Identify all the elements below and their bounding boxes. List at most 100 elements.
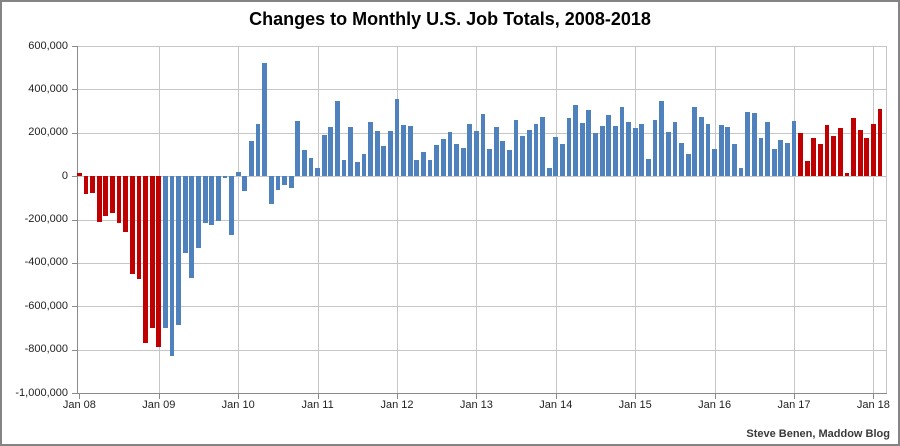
h-gridline xyxy=(77,349,887,351)
bar-2008-02 xyxy=(83,176,89,195)
x-tick-mark xyxy=(635,394,637,399)
x-axis-label: Jan 16 xyxy=(698,399,732,411)
h-gridline xyxy=(77,176,887,178)
bar-2015-06 xyxy=(665,131,671,177)
bar-2015-04 xyxy=(652,119,658,177)
x-tick-mark xyxy=(555,394,557,399)
x-axis-label: Jan 14 xyxy=(539,399,573,411)
bar-2017-03 xyxy=(804,160,810,177)
v-gridline xyxy=(794,46,795,393)
x-axis-label: Jan 17 xyxy=(777,399,811,411)
x-axis-label: Jan 13 xyxy=(459,399,493,411)
bar-2010-05 xyxy=(262,63,268,177)
bar-2012-11 xyxy=(460,147,466,177)
bar-2011-09 xyxy=(368,121,373,177)
bar-2012-12 xyxy=(467,124,473,177)
bar-2015-07 xyxy=(672,121,678,177)
bar-2015-11 xyxy=(698,116,704,177)
bar-2013-03 xyxy=(487,149,493,177)
bar-2016-01 xyxy=(712,149,717,177)
bar-2013-04 xyxy=(493,127,499,177)
bar-2009-06 xyxy=(189,176,195,278)
y-axis-label: 400,000 xyxy=(28,82,68,95)
bar-2009-05 xyxy=(182,176,188,254)
h-gridline xyxy=(77,306,887,308)
y-axis-label: 200,000 xyxy=(28,126,68,139)
bar-2014-08 xyxy=(599,126,605,177)
bar-2011-01 xyxy=(315,167,320,177)
bar-2010-09 xyxy=(288,176,294,188)
bar-2013-10 xyxy=(533,124,539,177)
bar-2010-04 xyxy=(255,124,261,177)
bar-2015-08 xyxy=(679,142,684,177)
bar-2017-04 xyxy=(811,138,817,177)
bar-2008-04 xyxy=(96,176,102,222)
bar-2010-02 xyxy=(242,176,248,192)
bar-2016-11 xyxy=(778,140,784,177)
bar-2009-12 xyxy=(229,176,234,235)
bar-2009-04 xyxy=(176,176,182,325)
bar-2010-10 xyxy=(295,120,301,177)
v-gridline xyxy=(714,46,716,393)
bar-2014-12 xyxy=(626,121,631,177)
bar-2015-12 xyxy=(705,124,711,177)
bar-2013-06 xyxy=(507,150,512,177)
y-tick-mark xyxy=(72,219,77,221)
bar-2009-10 xyxy=(215,176,221,221)
x-tick-mark xyxy=(238,394,240,399)
bar-2017-08 xyxy=(837,128,843,177)
x-axis-label: Jan 18 xyxy=(856,399,890,411)
v-gridline xyxy=(397,46,398,393)
bar-2010-07 xyxy=(275,176,281,191)
bar-2014-04 xyxy=(573,104,579,177)
bar-2010-08 xyxy=(282,176,287,185)
bar-2016-07 xyxy=(751,113,757,177)
y-tick-mark xyxy=(72,393,77,394)
bar-2011-02 xyxy=(321,134,327,177)
x-axis-label: Jan 12 xyxy=(380,399,414,411)
bar-2008-06 xyxy=(110,176,115,213)
y-tick-mark xyxy=(72,89,77,91)
x-tick-mark xyxy=(79,394,81,399)
bar-2012-06 xyxy=(427,159,433,177)
bar-2014-11 xyxy=(619,106,625,177)
bar-2017-10 xyxy=(851,117,856,177)
bar-2017-01 xyxy=(791,120,797,177)
y-axis-label: -600,000 xyxy=(24,299,68,312)
bar-2008-09 xyxy=(129,176,135,274)
bar-2011-07 xyxy=(354,162,360,177)
bar-2013-09 xyxy=(526,129,532,177)
y-axis-label: -800,000 xyxy=(24,343,68,356)
bar-2017-06 xyxy=(824,125,830,177)
v-gridline xyxy=(873,46,875,393)
bar-2017-09 xyxy=(844,172,850,177)
bar-2008-07 xyxy=(116,176,122,223)
bar-2008-01 xyxy=(77,172,82,177)
bar-2012-01 xyxy=(394,99,400,177)
bar-2011-11 xyxy=(381,145,387,177)
v-gridline xyxy=(635,46,637,393)
x-axis-label: Jan 10 xyxy=(221,399,255,411)
bar-2016-08 xyxy=(758,138,764,177)
bar-2011-04 xyxy=(335,101,340,177)
bar-2017-02 xyxy=(798,132,804,177)
bar-2016-10 xyxy=(771,149,777,177)
x-tick-mark xyxy=(794,394,795,399)
v-gridline xyxy=(555,46,557,393)
y-tick-mark xyxy=(72,46,77,47)
y-axis-label: 600,000 xyxy=(28,39,68,52)
bar-2008-10 xyxy=(136,176,142,280)
x-tick-mark xyxy=(397,394,398,399)
bar-2014-02 xyxy=(560,143,565,177)
bar-2009-07 xyxy=(196,176,201,248)
bar-2013-02 xyxy=(480,114,486,177)
bar-2010-12 xyxy=(308,157,314,177)
x-tick-mark xyxy=(714,394,716,399)
bar-2015-03 xyxy=(646,158,651,177)
bar-2013-05 xyxy=(500,141,506,177)
chart-title: Changes to Monthly U.S. Job Totals, 2008… xyxy=(249,9,651,29)
bar-2009-09 xyxy=(209,176,215,225)
x-axis-label: Jan 09 xyxy=(142,399,176,411)
v-gridline xyxy=(317,46,319,393)
